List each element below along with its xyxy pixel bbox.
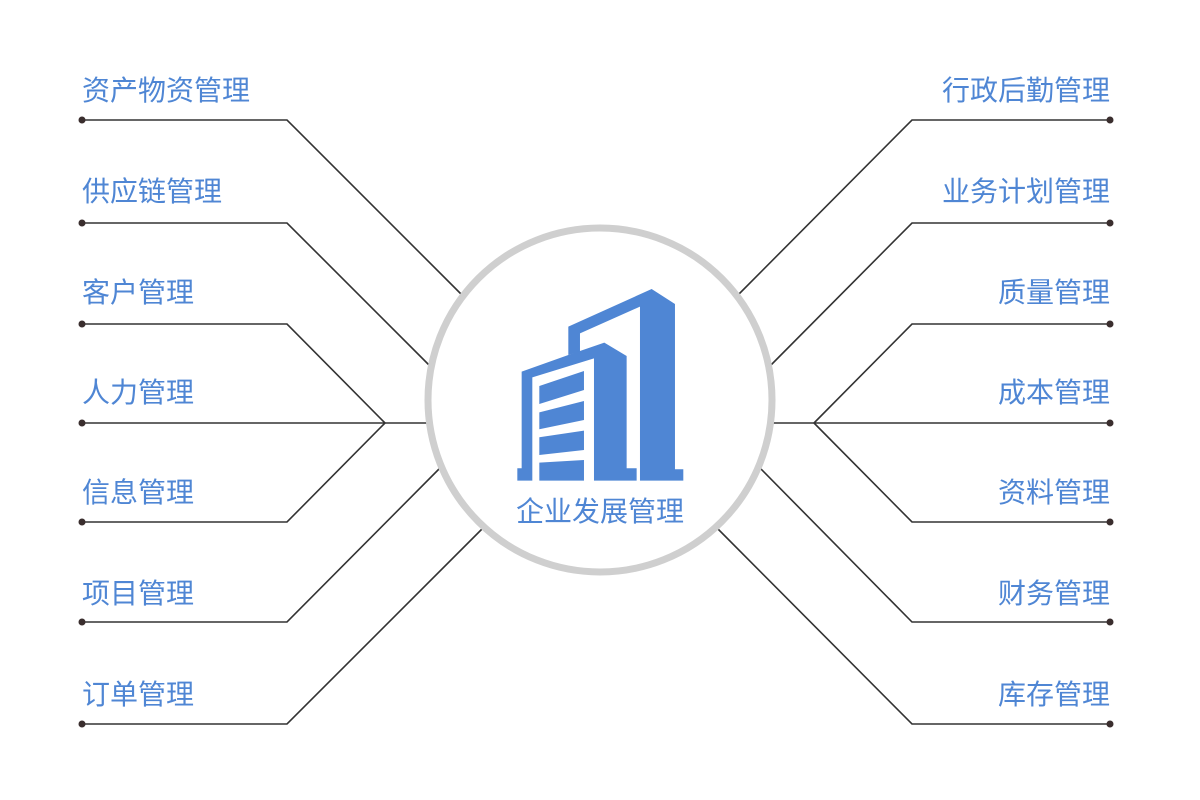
- right-item-label: 成本管理: [997, 376, 1110, 409]
- connector-right-5: [813, 422, 1110, 523]
- left-item-label: 订单管理: [82, 678, 195, 711]
- connector-left-6: [82, 467, 441, 623]
- right-item-label: 行政后勤管理: [941, 74, 1110, 107]
- right-item-label: 库存管理: [997, 678, 1110, 711]
- left-item-label: 供应链管理: [82, 175, 223, 208]
- right-item-label: 业务计划管理: [941, 175, 1110, 208]
- dot: [1106, 320, 1114, 328]
- dot: [78, 320, 86, 328]
- left-item-label: 信息管理: [82, 476, 195, 509]
- connector-left-7: [82, 526, 485, 725]
- dot: [1106, 720, 1114, 728]
- connector-left-3: [82, 323, 386, 424]
- dot: [78, 116, 86, 124]
- left-item-label: 项目管理: [82, 577, 195, 610]
- connector-right-6: [759, 467, 1110, 623]
- center-title: 企业发展管理: [515, 495, 684, 528]
- connector-right-2: [769, 222, 1110, 367]
- right-item-label: 质量管理: [997, 276, 1110, 309]
- dot: [1106, 116, 1114, 124]
- dot: [1106, 618, 1114, 626]
- connector-left-2: [82, 222, 431, 367]
- dot: [78, 419, 86, 427]
- connector-left-5: [82, 422, 386, 523]
- dot: [1106, 518, 1114, 526]
- left-item-label: 客户管理: [82, 276, 195, 309]
- right-item-label: 财务管理: [997, 577, 1110, 610]
- connector-right-7: [715, 526, 1110, 725]
- dot: [1106, 219, 1114, 227]
- connector-right-3: [813, 323, 1110, 424]
- left-item-label: 资产物资管理: [82, 74, 251, 107]
- dot: [1106, 419, 1114, 427]
- dot: [78, 518, 86, 526]
- connector-right-1: [737, 119, 1110, 296]
- dot: [78, 219, 86, 227]
- dot: [78, 618, 86, 626]
- left-item-label: 人力管理: [82, 376, 195, 409]
- connector-left-1: [82, 119, 463, 296]
- right-item-label: 资料管理: [997, 476, 1110, 509]
- dot: [78, 720, 86, 728]
- building-icon: [517, 288, 684, 481]
